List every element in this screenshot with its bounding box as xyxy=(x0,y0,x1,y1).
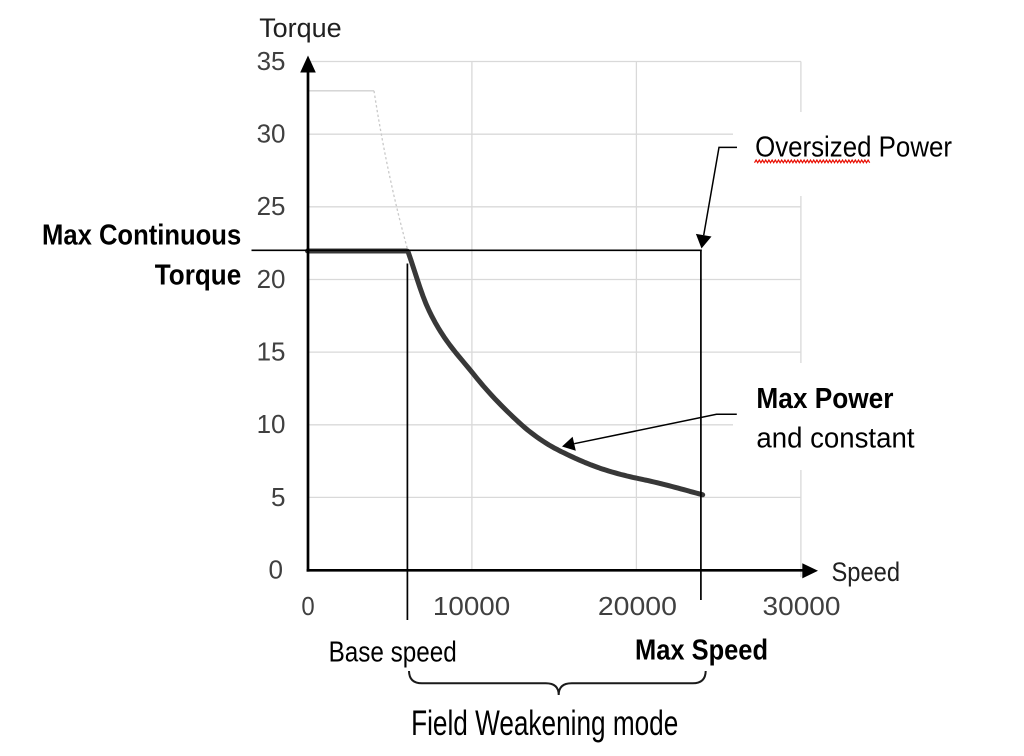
svg-text:30000: 30000 xyxy=(763,593,841,621)
svg-text:Max Speed: Max Speed xyxy=(635,635,768,667)
svg-text:10: 10 xyxy=(257,411,286,439)
svg-text:20: 20 xyxy=(257,266,286,294)
svg-text:15: 15 xyxy=(257,339,286,367)
svg-text:Base speed: Base speed xyxy=(329,636,457,668)
svg-text:0: 0 xyxy=(269,557,284,585)
svg-text:Speed: Speed xyxy=(832,557,901,587)
svg-text:25: 25 xyxy=(257,193,286,221)
svg-text:35: 35 xyxy=(257,48,286,76)
svg-text:5: 5 xyxy=(271,484,286,512)
svg-text:Oversized Power: Oversized Power xyxy=(755,131,952,163)
svg-text:Field Weakening mode: Field Weakening mode xyxy=(411,704,678,743)
svg-text:Max Power: Max Power xyxy=(756,383,893,415)
svg-text:Max Continuous: Max Continuous xyxy=(42,219,241,251)
svg-text:10000: 10000 xyxy=(433,593,510,621)
svg-text:30: 30 xyxy=(257,121,286,149)
svg-text:0: 0 xyxy=(301,593,314,621)
svg-text:Torque: Torque xyxy=(259,13,342,43)
svg-text:Torque: Torque xyxy=(155,260,241,292)
svg-text:and constant: and constant xyxy=(756,422,914,454)
svg-text:20000: 20000 xyxy=(598,593,677,621)
